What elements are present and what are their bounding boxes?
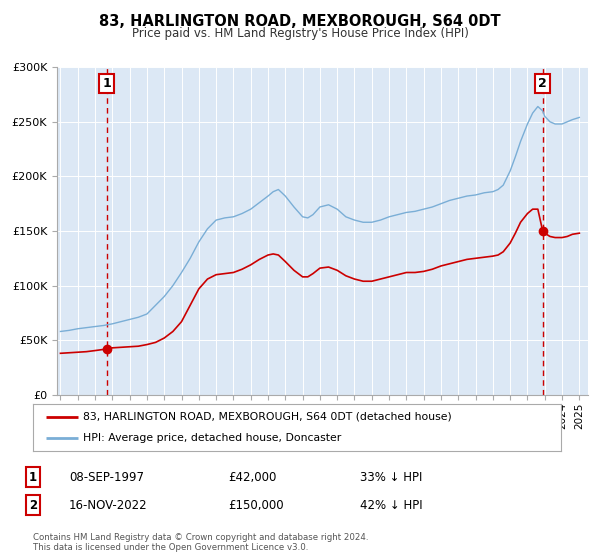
- Text: 1: 1: [29, 470, 37, 484]
- Text: 16-NOV-2022: 16-NOV-2022: [69, 498, 148, 512]
- Text: 83, HARLINGTON ROAD, MEXBOROUGH, S64 0DT: 83, HARLINGTON ROAD, MEXBOROUGH, S64 0DT: [99, 14, 501, 29]
- Text: 42% ↓ HPI: 42% ↓ HPI: [360, 498, 422, 512]
- Text: 83, HARLINGTON ROAD, MEXBOROUGH, S64 0DT (detached house): 83, HARLINGTON ROAD, MEXBOROUGH, S64 0DT…: [83, 412, 452, 422]
- Text: £150,000: £150,000: [228, 498, 284, 512]
- Text: 2: 2: [29, 498, 37, 512]
- Text: 2: 2: [538, 77, 547, 90]
- Text: 1: 1: [103, 77, 112, 90]
- Text: 33% ↓ HPI: 33% ↓ HPI: [360, 470, 422, 484]
- Text: This data is licensed under the Open Government Licence v3.0.: This data is licensed under the Open Gov…: [33, 543, 308, 552]
- Text: Price paid vs. HM Land Registry's House Price Index (HPI): Price paid vs. HM Land Registry's House …: [131, 27, 469, 40]
- Text: Contains HM Land Registry data © Crown copyright and database right 2024.: Contains HM Land Registry data © Crown c…: [33, 533, 368, 542]
- Text: £42,000: £42,000: [228, 470, 277, 484]
- Text: 08-SEP-1997: 08-SEP-1997: [69, 470, 144, 484]
- Text: HPI: Average price, detached house, Doncaster: HPI: Average price, detached house, Donc…: [83, 433, 341, 444]
